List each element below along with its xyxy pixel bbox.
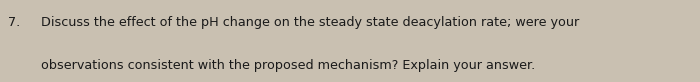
Text: 7.: 7.	[8, 16, 21, 29]
Text: observations consistent with the proposed mechanism? Explain your answer.: observations consistent with the propose…	[41, 59, 535, 72]
Text: Discuss the effect of the pH change on the steady state deacylation rate; were y: Discuss the effect of the pH change on t…	[41, 16, 579, 29]
